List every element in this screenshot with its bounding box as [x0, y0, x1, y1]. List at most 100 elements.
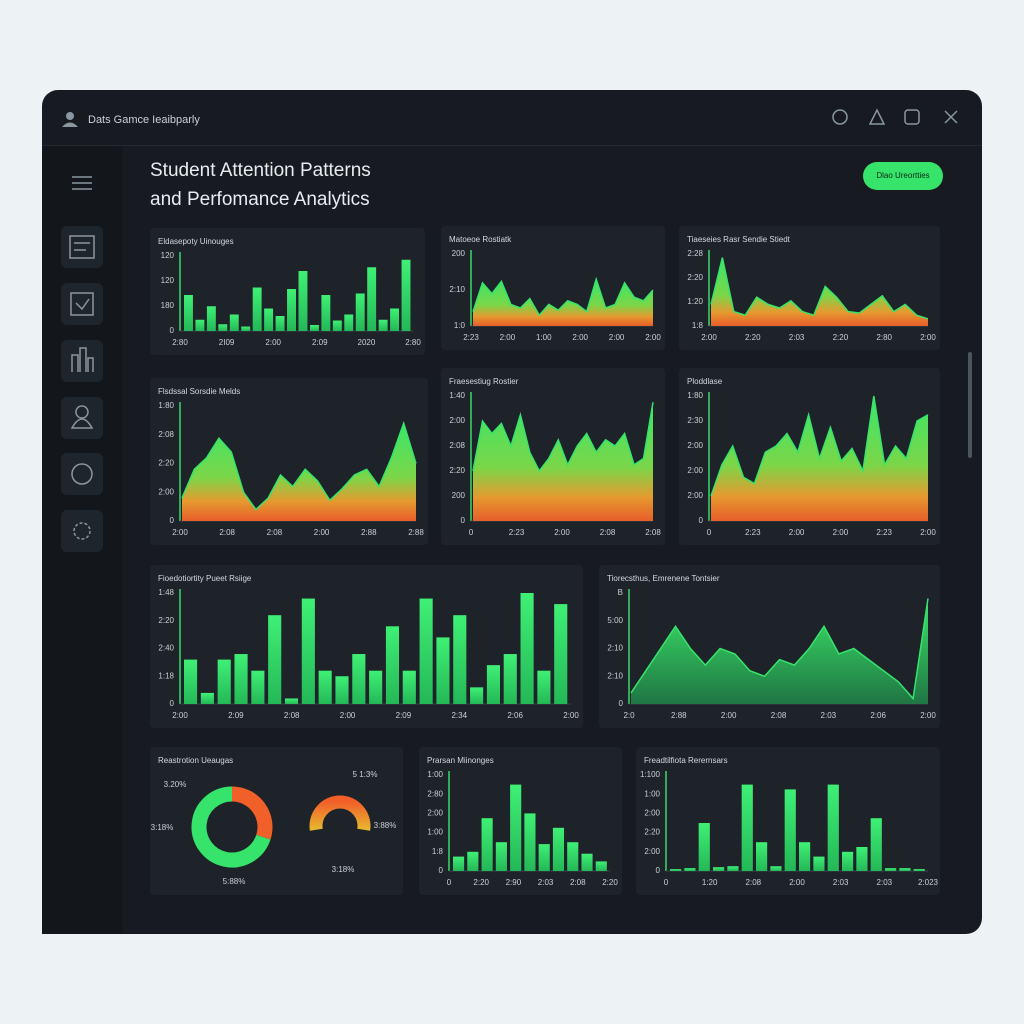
- x-tick-label: 2020: [358, 338, 376, 347]
- y-tick-label: 2:00: [644, 847, 660, 856]
- settings-button[interactable]: [832, 109, 848, 125]
- bar: [321, 295, 331, 331]
- x-tick-label: 2:03: [877, 878, 893, 887]
- donut-label: 3:18%: [332, 865, 355, 874]
- x-tick-label: 2:00: [172, 528, 188, 537]
- x-tick-label: 2:09: [228, 711, 244, 720]
- page-title: Student Attention Patterns: [150, 160, 371, 181]
- bar: [481, 818, 493, 871]
- bar: [402, 670, 416, 704]
- bar: [367, 267, 377, 331]
- panel-title: Tiaeseies Rasr Sendie Stiedt: [687, 235, 791, 244]
- panel-title: Fraesestiug Rostier: [449, 377, 519, 386]
- nav-item[interactable]: [61, 226, 103, 268]
- y-tick-label: 2:00: [687, 441, 703, 450]
- bar: [537, 670, 551, 704]
- y-tick-label: 5:00: [607, 616, 623, 625]
- bar: [870, 818, 882, 871]
- bar: [184, 659, 198, 704]
- bar: [378, 319, 388, 331]
- y-tick-label: 0: [170, 326, 175, 335]
- x-tick-label: 2:08: [219, 528, 235, 537]
- bar: [251, 670, 265, 704]
- alert-button[interactable]: [868, 108, 886, 125]
- export-button[interactable]: [863, 162, 943, 190]
- donut-label: 5:88%: [223, 877, 246, 886]
- bar: [335, 676, 349, 704]
- y-tick-label: 1:8: [432, 847, 444, 856]
- x-tick-label: 2:23: [876, 528, 892, 537]
- bar: [827, 784, 839, 871]
- x-tick-label: 2:80: [876, 333, 892, 342]
- bar: [390, 308, 400, 331]
- x-tick-label: 2:03: [538, 878, 554, 887]
- y-tick-label: 0: [656, 866, 661, 875]
- y-tick-label: 1:8: [692, 321, 704, 330]
- x-tick-label: 2:20: [602, 878, 618, 887]
- x-tick-label: 2:20: [473, 878, 489, 887]
- line: [710, 257, 929, 320]
- x-tick-label: 2:00: [340, 711, 356, 720]
- x-tick-label: 2:00: [833, 528, 849, 537]
- close-button[interactable]: [944, 110, 958, 124]
- bar: [727, 866, 739, 871]
- bar: [200, 692, 214, 704]
- y-tick-label: 0: [461, 516, 466, 525]
- bar: [670, 869, 682, 871]
- panel-title: Ploddlase: [687, 377, 723, 386]
- bar: [268, 615, 282, 704]
- bar: [436, 637, 450, 704]
- y-tick-label: 120: [161, 276, 175, 285]
- bar: [401, 259, 411, 331]
- x-tick-label: 2:0: [623, 711, 635, 720]
- bar: [419, 598, 433, 704]
- y-tick-label: 0: [439, 866, 444, 875]
- panel-title: Fioedotiortity Pueet Rsiige: [158, 574, 252, 583]
- nav-item[interactable]: [61, 510, 103, 552]
- bar: [495, 842, 507, 871]
- x-tick-label: 2:08: [645, 528, 661, 537]
- bar: [184, 295, 193, 331]
- y-tick-label: 2:30: [687, 416, 703, 425]
- nav-item[interactable]: [61, 453, 103, 495]
- y-tick-label: 180: [161, 301, 175, 310]
- export-button-label[interactable]: Dlao Ureortties: [876, 171, 929, 180]
- y-tick-label: 200: [452, 249, 466, 258]
- y-tick-label: 120: [161, 251, 175, 260]
- scrollbar[interactable]: [968, 352, 972, 458]
- x-tick-label: 2:08: [600, 528, 616, 537]
- y-tick-label: 2:10: [449, 285, 465, 294]
- panel-title: Tiorecsthus, Emrenene Tontsier: [607, 574, 720, 583]
- x-tick-label: 2:00: [721, 711, 737, 720]
- bar: [298, 271, 308, 331]
- donut-label: 5 1:3%: [353, 770, 378, 779]
- bar: [856, 847, 868, 871]
- y-tick-label: 2:20: [687, 273, 703, 282]
- x-tick-label: 2:20: [833, 333, 849, 342]
- layout-button[interactable]: [904, 109, 920, 125]
- bar: [784, 789, 796, 871]
- x-tick-label: 1:20: [702, 878, 718, 887]
- bar: [813, 856, 825, 871]
- x-tick-label: 0: [469, 528, 474, 537]
- y-tick-label: 2:20: [644, 828, 660, 837]
- bar: [275, 316, 285, 331]
- y-tick-label: 1:18: [158, 671, 174, 680]
- nav-icon: [71, 347, 94, 372]
- panel-title: Matoeoe Rostiatk: [449, 235, 512, 244]
- menu-button[interactable]: [72, 176, 92, 190]
- y-tick-label: 0: [619, 699, 624, 708]
- x-tick-label: 0: [664, 878, 669, 887]
- bar: [229, 314, 239, 331]
- nav-icon: [69, 235, 95, 259]
- panel-title: Eldasepoty Uinouges: [158, 237, 234, 246]
- nav-item[interactable]: [61, 340, 103, 382]
- x-tick-label: 1:00: [536, 333, 552, 342]
- bar: [486, 665, 500, 704]
- bar: [355, 293, 365, 331]
- x-tick-label: 2:80: [405, 338, 421, 347]
- bar: [332, 320, 342, 331]
- nav-item[interactable]: [61, 283, 103, 325]
- y-tick-label: 2:00: [427, 809, 443, 818]
- nav-icon: [70, 292, 94, 316]
